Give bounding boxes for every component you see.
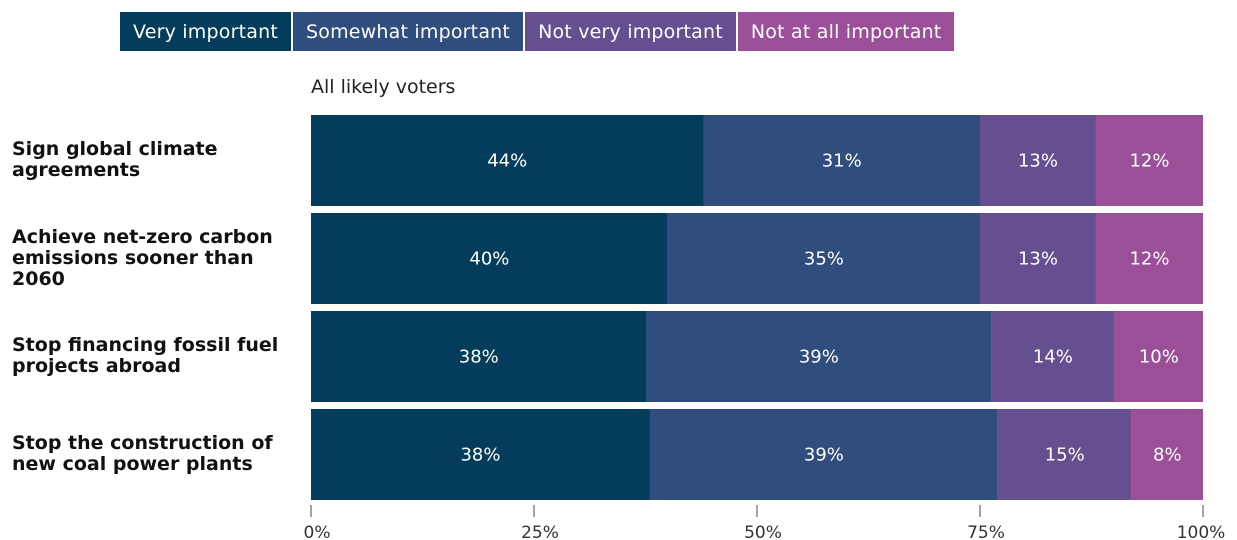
x-tick-label: 75% bbox=[967, 523, 1005, 540]
data-label-row2-series3: 13% bbox=[1018, 249, 1058, 270]
category-label-net-zero: Achieve net-zero carbon emissions sooner… bbox=[12, 226, 273, 290]
legend-item-not-at-all-important: Not at all important bbox=[737, 12, 955, 51]
data-label-row3-series2: 39% bbox=[799, 347, 839, 368]
data-label-row3-series3: 14% bbox=[1033, 347, 1073, 368]
category-label-climate-agreements: Sign global climate agreements bbox=[12, 138, 218, 181]
bar-segment-row4-series1 bbox=[311, 409, 650, 500]
data-label-row3-series4: 10% bbox=[1139, 347, 1179, 368]
bar-segment-row4-series4 bbox=[1131, 409, 1203, 500]
bar-segment-row2-series3 bbox=[980, 213, 1096, 304]
data-label-row2-series1: 40% bbox=[469, 249, 509, 270]
legend-item-very-important: Very important bbox=[120, 12, 291, 51]
category-label-coal-plants: Stop the construction of new coal power … bbox=[12, 432, 273, 475]
data-label-row2-series4: 12% bbox=[1129, 249, 1169, 270]
data-label-row4-series4: 8% bbox=[1153, 445, 1182, 466]
data-label-row1-series2: 31% bbox=[822, 151, 862, 172]
data-label-row1-series4: 12% bbox=[1129, 151, 1169, 172]
data-label-row3-series1: 38% bbox=[459, 347, 499, 368]
bar-segment-row1-series1 bbox=[311, 115, 704, 206]
chart-subtitle: All likely voters bbox=[311, 76, 456, 98]
bar-segment-row2-series1 bbox=[311, 213, 668, 304]
data-label-row1-series1: 44% bbox=[487, 151, 527, 172]
legend: Very important Somewhat important Not ve… bbox=[120, 12, 955, 51]
bar-segment-row3-series4 bbox=[1114, 311, 1203, 402]
bar-segment-row2-series2 bbox=[667, 213, 980, 304]
bar-segment-row3-series1 bbox=[311, 311, 647, 402]
x-tick-label: 50% bbox=[744, 523, 782, 540]
legend-item-somewhat-important: Somewhat important bbox=[292, 12, 524, 51]
bar-segment-row2-series4 bbox=[1095, 213, 1203, 304]
bar-segment-row1-series4 bbox=[1095, 115, 1203, 206]
bar-segment-row4-series3 bbox=[997, 409, 1132, 500]
category-label-fossil-fuel-financing: Stop financing fossil fuel projects abro… bbox=[12, 334, 279, 377]
bar-segment-row1-series2 bbox=[703, 115, 980, 206]
bar-segment-row3-series2 bbox=[646, 311, 992, 402]
data-label-row4-series3: 15% bbox=[1045, 445, 1085, 466]
x-tick-label: 25% bbox=[521, 523, 559, 540]
data-label-row1-series3: 13% bbox=[1018, 151, 1058, 172]
bar-segment-row3-series3 bbox=[991, 311, 1115, 402]
x-tick-label: 0% bbox=[304, 523, 331, 540]
data-label-row2-series2: 35% bbox=[804, 249, 844, 270]
data-label-row4-series2: 39% bbox=[804, 445, 844, 466]
bar-segment-row4-series2 bbox=[649, 409, 998, 500]
data-label-row4-series1: 38% bbox=[460, 445, 500, 466]
x-tick-label: 100% bbox=[1177, 523, 1226, 540]
bar-segment-row1-series3 bbox=[980, 115, 1096, 206]
legend-item-not-very-important: Not very important bbox=[525, 12, 736, 51]
